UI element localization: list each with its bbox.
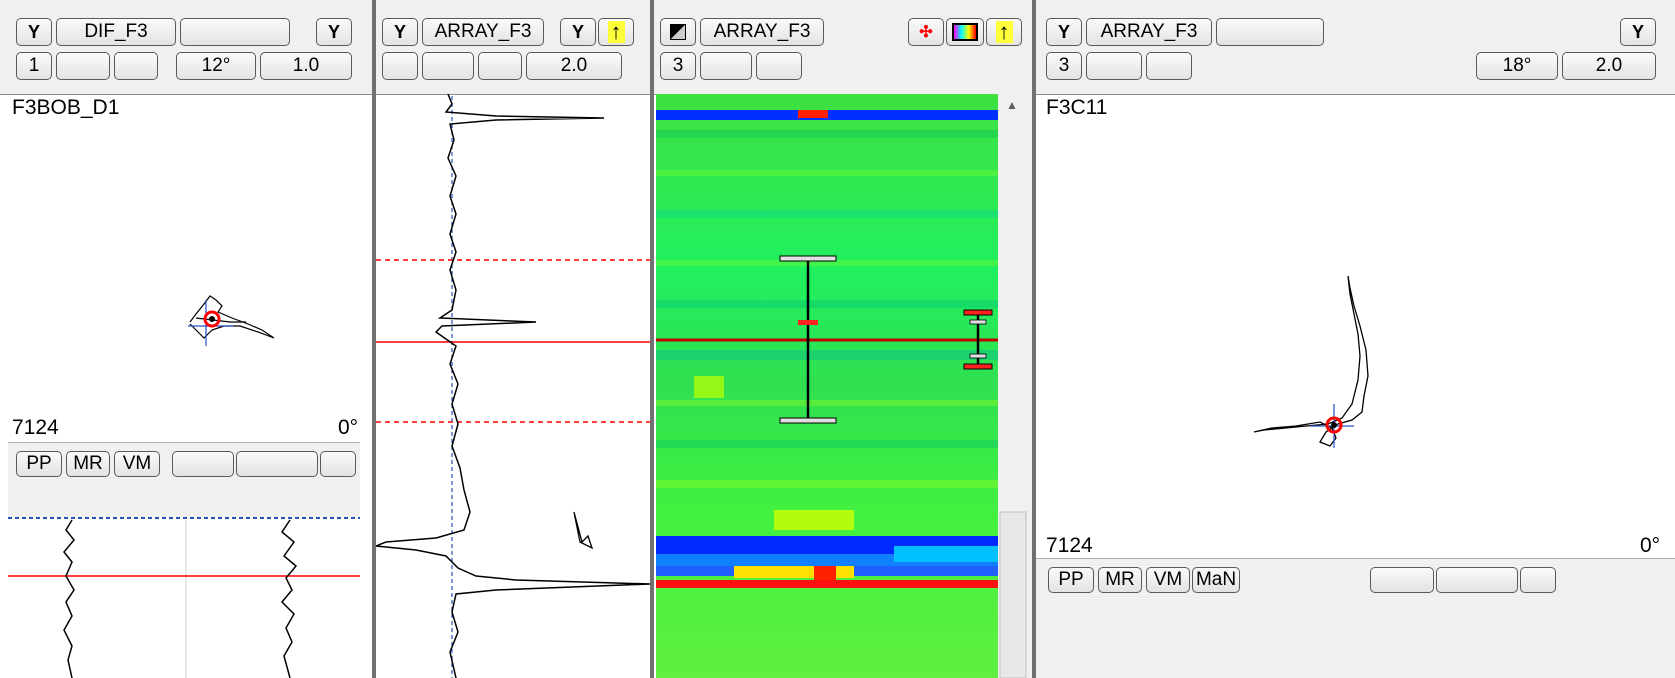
depth-label: 7124 (12, 416, 59, 439)
panel-separator[interactable] (650, 0, 654, 678)
filter-right-icon[interactable]: Y (560, 18, 596, 46)
channel-select[interactable]: ARRAY_F3 (1086, 18, 1212, 46)
crosshair-icon[interactable]: ✣ (908, 18, 944, 46)
colormap-toggle-icon[interactable] (660, 18, 696, 46)
blank-button[interactable] (1520, 567, 1556, 593)
blank-button[interactable] (114, 52, 158, 80)
mode-man-button[interactable]: MaN (1192, 567, 1240, 593)
panel-separator[interactable] (1032, 0, 1036, 678)
lissajous-plot (1253, 275, 1369, 448)
panel2-toolbar: Y ARRAY_F3 Y ↑ 2.0 (376, 0, 650, 95)
lissajous-plot (188, 295, 275, 346)
palette-icon[interactable] (946, 18, 984, 46)
frequency-button[interactable]: 3 (1046, 52, 1082, 80)
mode-mr-button[interactable]: MR (1098, 567, 1142, 593)
arrow-up-icon[interactable]: ↑ (598, 18, 634, 46)
blank-button[interactable] (422, 52, 474, 80)
strip-chart (376, 93, 650, 678)
panel1-mode-bar: PP MR VM (8, 442, 360, 517)
blank-button[interactable] (180, 18, 290, 46)
panel-lissajous-dif: Y DIF_F3 Y 1 12° 1.0 F3BOB_D1 7124 0° PP… (0, 0, 372, 678)
panel-separator[interactable] (372, 0, 376, 678)
blank-button[interactable] (320, 451, 356, 477)
mode-vm-button[interactable]: VM (114, 451, 160, 477)
panel4-toolbar: Y ARRAY_F3 Y 3 18° 2.0 (1036, 0, 1675, 95)
trace-name: F3BOB_D1 (12, 96, 120, 119)
blank-button[interactable] (478, 52, 522, 80)
cursor-arrow-icon (573, 511, 594, 550)
blank-button[interactable] (1086, 52, 1142, 80)
blank-button[interactable] (1146, 52, 1192, 80)
channel-select[interactable]: ARRAY_F3 (700, 18, 824, 46)
panel3-toolbar: ARRAY_F3 ✣ ↑ 3 (654, 0, 1032, 95)
angle-label: 0° (1640, 534, 1661, 557)
blank-button[interactable] (756, 52, 802, 80)
panel-strip-array: Y ARRAY_F3 Y ↑ 2.0 (376, 0, 650, 678)
rotation-button[interactable]: 18° (1476, 52, 1558, 80)
arrow-up-icon[interactable]: ↑ (986, 18, 1022, 46)
cscan-heatmap (656, 94, 1032, 678)
span-button[interactable]: 2.0 (526, 52, 622, 80)
scrollbar-thumb (999, 511, 1027, 678)
mode-pp-button[interactable]: PP (16, 451, 62, 477)
scroll-up-icon[interactable]: ▲ (1006, 98, 1018, 112)
blank-button[interactable] (172, 451, 234, 477)
panel4-mode-bar: PP MR VM MaN (1036, 558, 1675, 678)
panel-cscan-array: ARRAY_F3 ✣ ↑ 3 (654, 0, 1032, 678)
trace-name: F3C11 (1046, 96, 1108, 119)
blank-button[interactable] (700, 52, 752, 80)
frequency-button[interactable]: 3 (660, 52, 696, 80)
depth-label: 7124 (1046, 534, 1093, 557)
filter-right-icon[interactable]: Y (316, 18, 352, 46)
blank-button[interactable] (382, 52, 418, 80)
mode-vm-button[interactable]: VM (1146, 567, 1190, 593)
span-button[interactable]: 2.0 (1562, 52, 1656, 80)
filter-left-icon[interactable]: Y (16, 18, 52, 46)
blank-button[interactable] (56, 52, 110, 80)
frequency-button[interactable]: 1 (16, 52, 52, 80)
strip-chart (8, 517, 360, 678)
panel-lissajous-array: Y ARRAY_F3 Y 3 18° 2.0 F3C11 7124 0° PP … (1036, 0, 1675, 678)
channel-select[interactable]: ARRAY_F3 (422, 18, 544, 46)
filter-left-icon[interactable]: Y (1046, 18, 1082, 46)
channel-select[interactable]: DIF_F3 (56, 18, 176, 46)
angle-label: 0° (338, 416, 359, 439)
filter-left-icon[interactable]: Y (382, 18, 418, 46)
blank-button[interactable] (1216, 18, 1324, 46)
mode-pp-button[interactable]: PP (1048, 567, 1094, 593)
blank-button[interactable] (1436, 567, 1518, 593)
blank-button[interactable] (1370, 567, 1434, 593)
blank-button[interactable] (236, 451, 318, 477)
span-button[interactable]: 1.0 (260, 52, 352, 80)
mode-mr-button[interactable]: MR (66, 451, 110, 477)
panel1-toolbar: Y DIF_F3 Y 1 12° 1.0 (0, 0, 372, 95)
rotation-button[interactable]: 12° (176, 52, 256, 80)
filter-right-icon[interactable]: Y (1620, 18, 1656, 46)
